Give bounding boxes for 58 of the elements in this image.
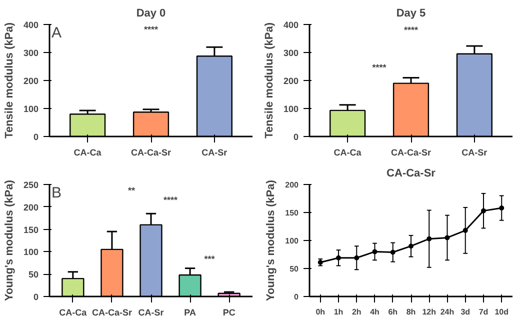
y-tick-label: 0 bbox=[33, 132, 39, 142]
y-tick-label: 300 bbox=[283, 48, 299, 58]
y-tick-label: 250 bbox=[23, 180, 39, 190]
chart-title: Day 5 bbox=[396, 8, 426, 20]
x-tick-label: CA-Ca-Sr bbox=[92, 308, 132, 318]
x-tick-label: CA-Ca-Sr bbox=[391, 148, 432, 158]
x-tick-label: PA bbox=[184, 308, 196, 318]
x-tick-label: PC bbox=[222, 308, 236, 318]
annotation: **** bbox=[404, 25, 418, 36]
x-tick-label: 24h bbox=[440, 308, 454, 316]
annotation: A bbox=[52, 24, 62, 42]
y-tick-label: 0 bbox=[294, 292, 300, 302]
y-tick-label: 100 bbox=[285, 236, 300, 246]
x-tick-label: 1h bbox=[334, 308, 344, 316]
y-tick-label: 0 bbox=[33, 292, 39, 302]
x-tick-label: 6h bbox=[388, 308, 398, 316]
annotation: ** bbox=[128, 185, 136, 196]
y-tick-label: 200 bbox=[23, 76, 39, 86]
y-axis-title: Tensile modulus (kPa) bbox=[3, 22, 16, 138]
y-tick-label: 400 bbox=[23, 20, 39, 30]
x-tick-label: CA-Ca bbox=[59, 308, 88, 318]
y-tick-label: 300 bbox=[23, 48, 39, 58]
y-tick-label: 150 bbox=[285, 208, 300, 218]
x-tick-label: CA-Ca-Sr bbox=[131, 148, 172, 158]
x-tick-label: 7d bbox=[478, 308, 488, 316]
x-tick-label: CA-Sr bbox=[138, 308, 164, 318]
y-tick-label: 100 bbox=[23, 104, 39, 114]
annotation: **** bbox=[144, 24, 158, 34]
x-tick-label: 2h bbox=[352, 308, 362, 316]
y-tick-label: 150 bbox=[23, 224, 39, 235]
x-tick-label: CA-Sr bbox=[202, 148, 228, 158]
y-axis-title: Young's modulus (kPa) bbox=[3, 180, 16, 301]
x-tick-label: 8h bbox=[406, 308, 416, 316]
y-tick-label: 100 bbox=[23, 247, 39, 258]
annotation: *** bbox=[204, 254, 216, 264]
y-tick-label: 400 bbox=[283, 20, 299, 30]
x-tick-label: 4h bbox=[370, 308, 380, 316]
y-tick-label: 200 bbox=[283, 76, 299, 86]
y-tick-label: 0 bbox=[293, 132, 299, 142]
x-tick-label: 3d bbox=[460, 308, 470, 316]
x-tick-label: CA-Ca bbox=[74, 148, 102, 158]
x-tick-label: 10d bbox=[494, 308, 509, 316]
x-tick-label: CA-Sr bbox=[462, 148, 488, 158]
y-tick-label: 100 bbox=[283, 104, 299, 114]
chart-title: CA-Ca-Sr bbox=[386, 168, 436, 180]
x-tick-label: CA-Ca bbox=[334, 148, 362, 158]
y-axis-title: Young's modulus (kPa) bbox=[265, 180, 278, 301]
y-tick-label: 50 bbox=[28, 270, 39, 280]
annotation: B bbox=[52, 184, 62, 202]
y-axis-title: Tensile modulus (kPa) bbox=[263, 22, 276, 138]
y-tick-label: 50 bbox=[290, 264, 300, 274]
annotation: **** bbox=[164, 195, 178, 206]
chart-title: Day 0 bbox=[136, 8, 166, 20]
y-tick-label: 200 bbox=[23, 202, 39, 212]
annotation: **** bbox=[372, 62, 387, 73]
x-tick-label: 12h bbox=[422, 308, 436, 316]
x-tick-label: 0h bbox=[316, 308, 326, 316]
y-tick-label: 200 bbox=[285, 180, 300, 190]
